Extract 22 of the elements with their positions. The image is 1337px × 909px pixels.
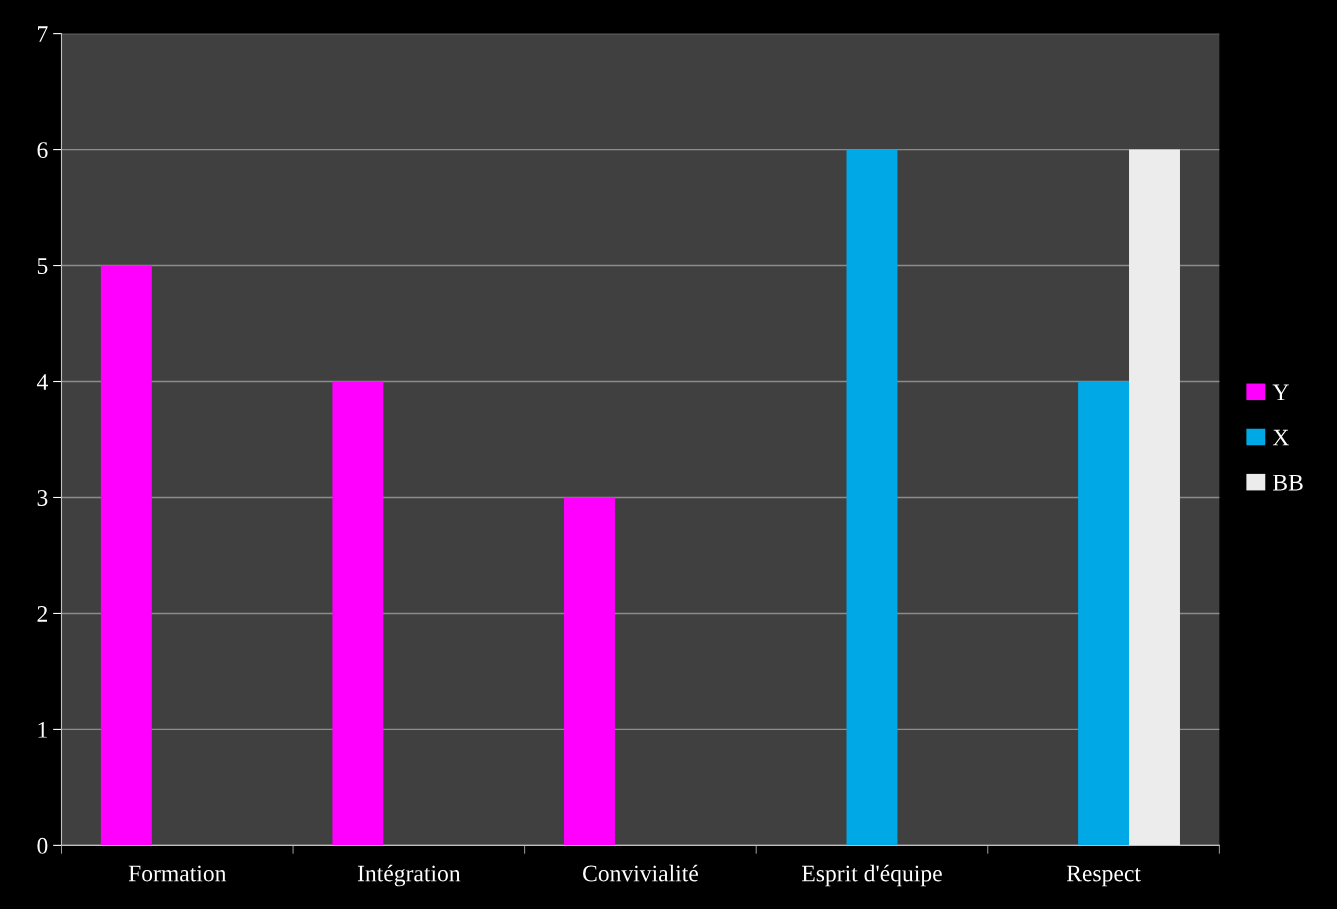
- bar: [564, 497, 615, 846]
- bar: [1129, 149, 1180, 846]
- legend-label: X: [1272, 429, 1289, 446]
- y-tick-label: 4: [36, 374, 48, 390]
- bar: [332, 381, 384, 846]
- legend-label: BB: [1273, 474, 1303, 491]
- y-tick-label: 7: [38, 26, 48, 42]
- x-tick-label: Convivialité: [583, 864, 698, 882]
- bar: [1078, 381, 1130, 846]
- legend-label: Y: [1272, 384, 1289, 401]
- x-tick-label: Formation: [128, 865, 227, 882]
- y-tick-label: 3: [37, 490, 48, 506]
- y-tick-label: 5: [37, 258, 48, 274]
- y-tick-label: 1: [38, 722, 47, 738]
- y-tick-label: 0: [37, 837, 48, 854]
- x-tick-label: Respect: [1066, 865, 1141, 887]
- bar: [846, 149, 898, 846]
- y-tick-label: 6: [37, 142, 48, 159]
- x-tick-label: Intégration: [357, 864, 461, 887]
- y-tick-label: 2: [37, 606, 48, 622]
- bar: [100, 265, 152, 846]
- x-tick-label: Esprit d'équipe: [802, 864, 942, 887]
